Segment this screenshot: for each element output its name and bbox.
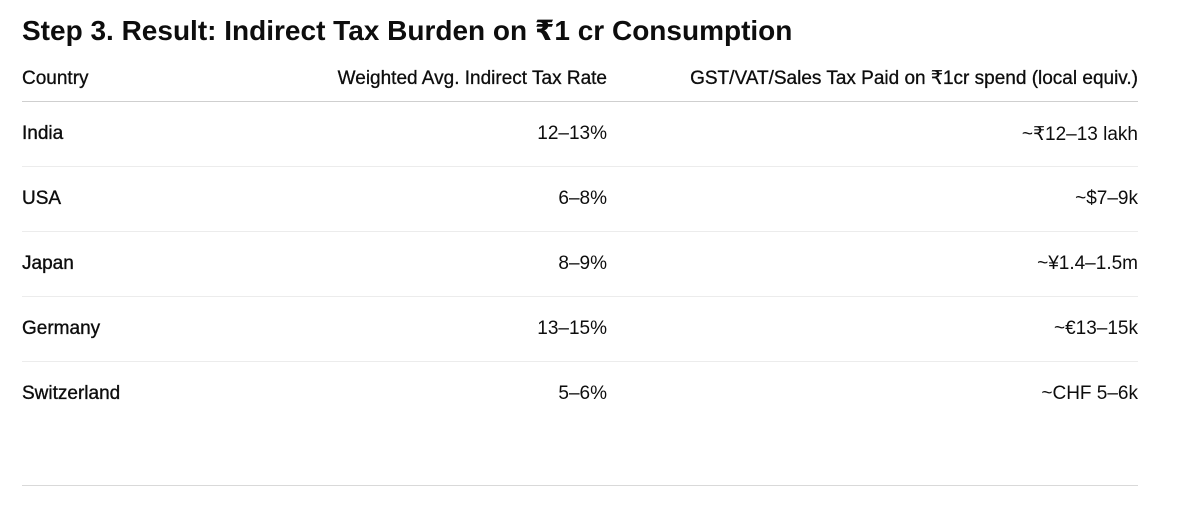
country-cell: Germany xyxy=(22,296,282,362)
section-heading: Step 3. Result: Indirect Tax Burden on ₹… xyxy=(22,15,793,46)
table-row: India 12–13% ~₹12–13 lakh xyxy=(22,101,1138,167)
section-divider xyxy=(22,485,1138,486)
country-cell: Switzerland xyxy=(22,383,121,404)
table-row: Switzerland 5–6% ~CHF 5–6k xyxy=(22,362,1138,427)
rate-cell: 6–8% xyxy=(282,166,607,232)
table-row: Germany 13–15% ~€13–15k xyxy=(22,296,1138,362)
table-row: USA 6–8% ~$7–9k xyxy=(22,166,1138,232)
rate-cell: 8–9% xyxy=(282,231,607,297)
column-header-country: Country xyxy=(22,56,282,102)
tax-burden-table: Country Weighted Avg. Indirect Tax Rate … xyxy=(22,56,1138,426)
rate-cell: 12–13% xyxy=(282,101,607,167)
column-header-tax-paid: GST/VAT/Sales Tax Paid on ₹1cr spend (lo… xyxy=(607,56,1138,102)
table-header-row: Country Weighted Avg. Indirect Tax Rate … xyxy=(22,56,1138,102)
tax-paid-cell: ~$7–9k xyxy=(607,166,1138,232)
rate-cell: 13–15% xyxy=(282,296,607,362)
country-cell: India xyxy=(22,101,282,167)
country-cell: USA xyxy=(22,166,282,232)
tax-paid-cell: ~₹12–13 lakh xyxy=(607,101,1138,167)
tax-paid-cell: ~CHF 5–6k xyxy=(1041,383,1138,404)
tax-paid-cell: ~¥1.4–1.5m xyxy=(607,231,1138,297)
rate-cell: 5–6% xyxy=(558,383,607,404)
column-header-rate: Weighted Avg. Indirect Tax Rate xyxy=(282,56,607,102)
country-cell: Japan xyxy=(22,231,282,297)
tax-paid-cell: ~€13–15k xyxy=(607,296,1138,362)
table-row: Japan 8–9% ~¥1.4–1.5m xyxy=(22,231,1138,297)
